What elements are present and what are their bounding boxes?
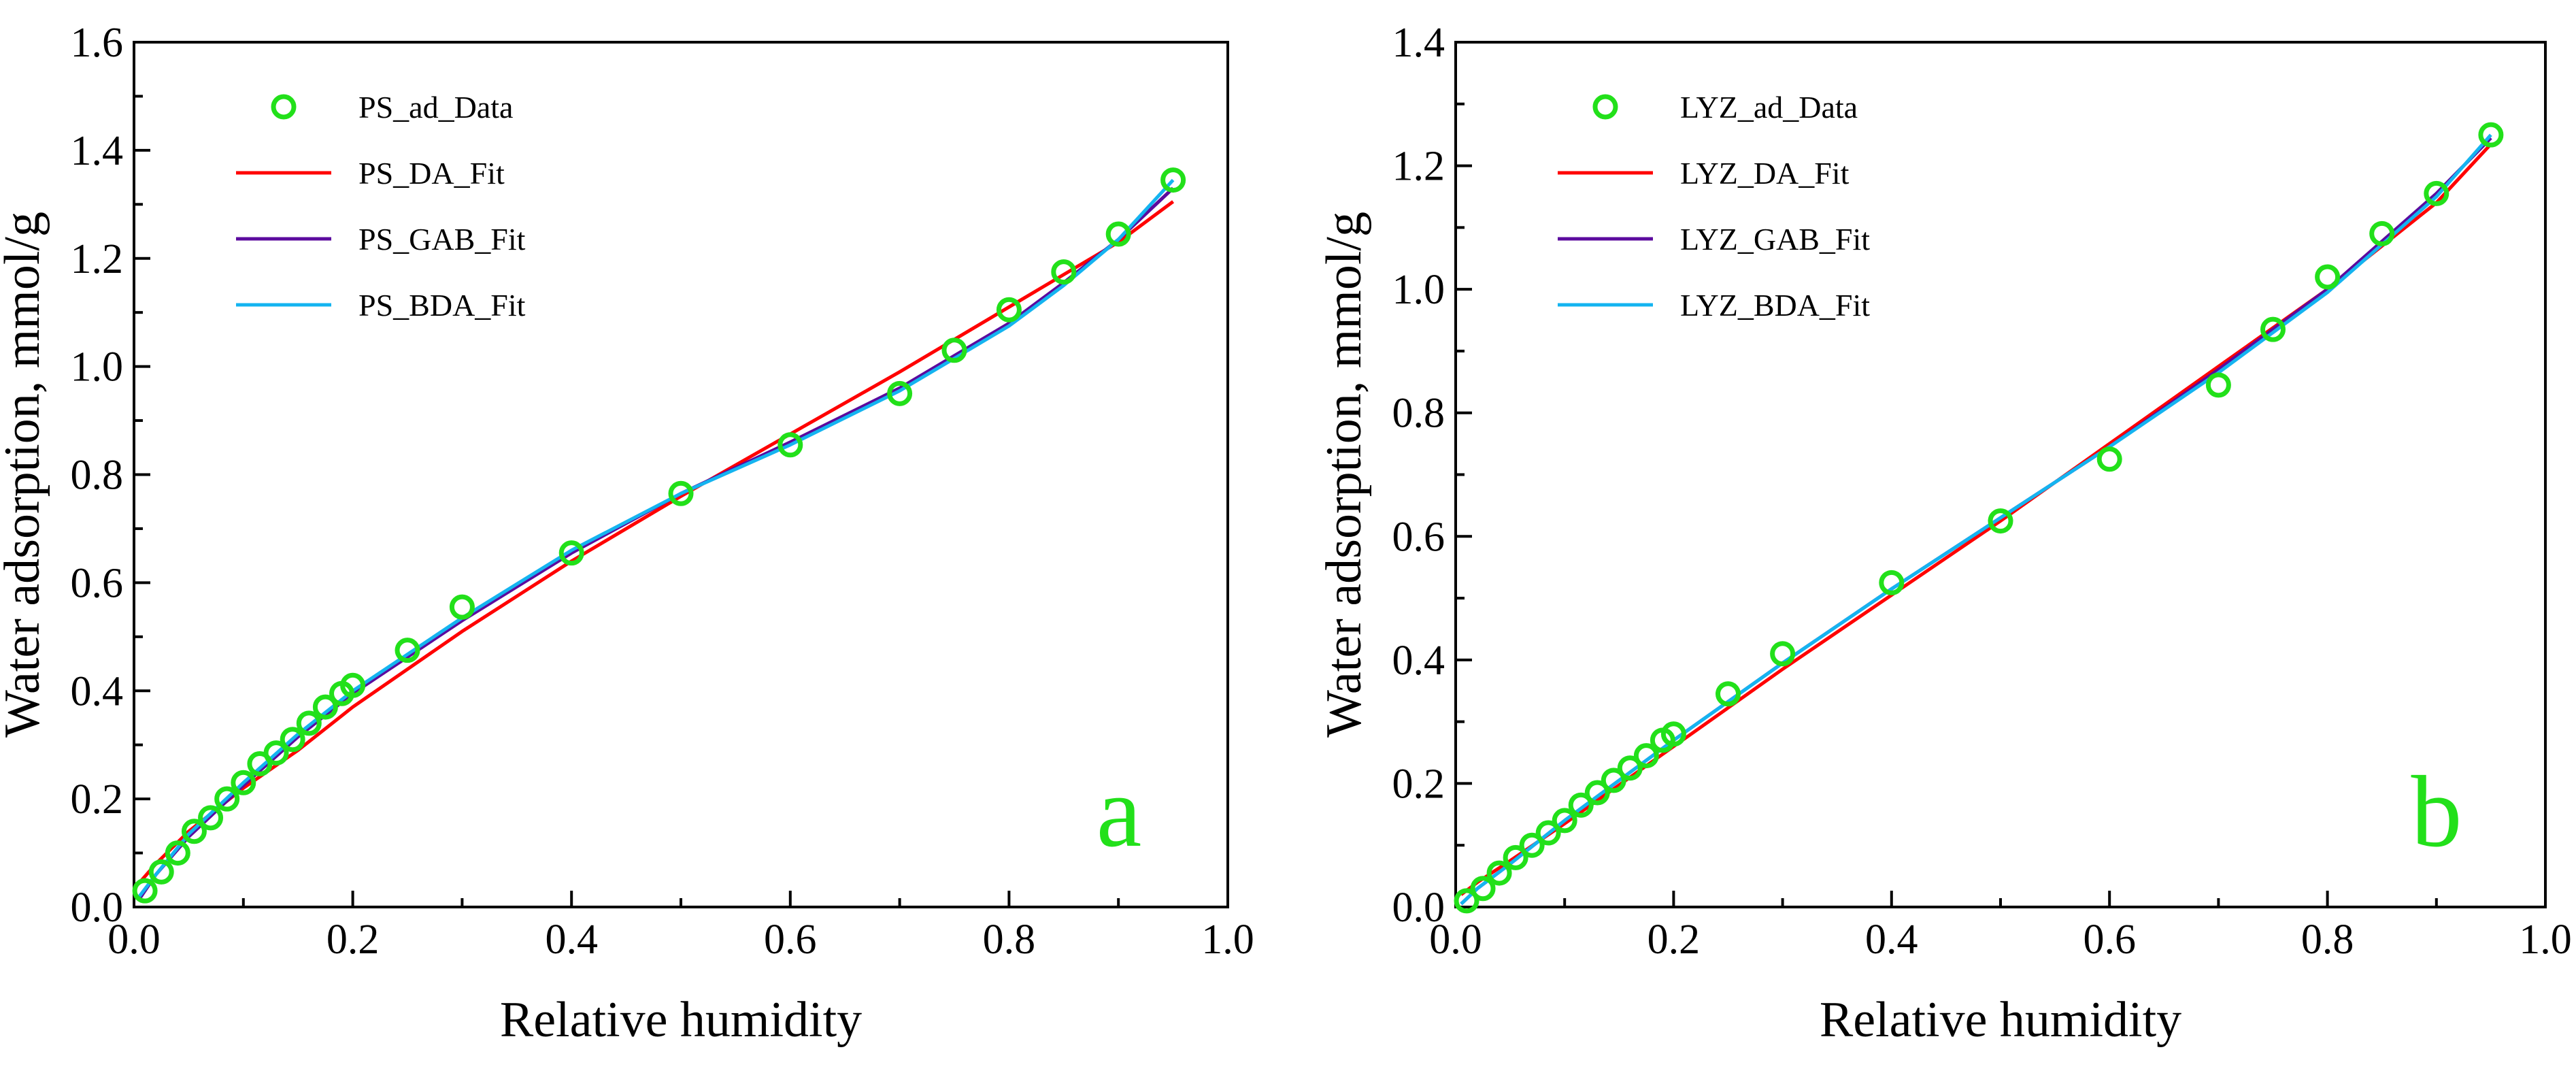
data-point — [1535, 820, 1561, 846]
data-point — [777, 432, 803, 458]
data-point — [132, 878, 158, 904]
data-point — [263, 740, 289, 766]
y-tick-label: 0.0 — [1392, 885, 1445, 931]
series-line-PS_BDA_Fit — [138, 178, 1175, 897]
x-tick-label: 1.0 — [1201, 917, 1254, 963]
data-point — [1160, 167, 1186, 193]
data-point — [941, 337, 967, 363]
data-point — [1633, 743, 1659, 769]
x-tick-label: 0.8 — [983, 917, 1036, 963]
y-tick-label: 0.8 — [1392, 391, 1445, 437]
x-tick-label: 0.8 — [2301, 917, 2354, 963]
data-point — [1503, 844, 1528, 870]
y-tick-label: 1.2 — [1392, 144, 1445, 190]
data-point — [1988, 508, 2013, 534]
x-tick-label: 1.0 — [2519, 917, 2572, 963]
y-axis-title: Water adsorption, mmol/g — [1316, 212, 1372, 738]
y-tick-label: 1.4 — [71, 128, 124, 174]
data-point — [1519, 832, 1545, 858]
data-point — [214, 786, 240, 812]
data-point — [148, 859, 174, 885]
x-tick-label: 0.2 — [1647, 917, 1701, 963]
data-point — [1660, 721, 1686, 747]
y-tick-label: 1.6 — [71, 20, 124, 66]
chart-panel-a: 0.0 0.2 0.4 0.6 0.8 1.0 0.0 0.2 0.4 0.6 0.8 1.0 1.2 1… — [0, 20, 1254, 1048]
legend-entry: PS_BDA_Fit — [358, 288, 526, 323]
data-point — [2369, 220, 2395, 246]
y-tick-label: 0.6 — [71, 560, 124, 606]
x-tick-label: 0.0 — [107, 917, 161, 963]
y-tick-label: 1.4 — [1392, 20, 1445, 66]
data-point — [1486, 860, 1512, 886]
data-point — [2478, 122, 2504, 148]
data-point — [1470, 876, 1496, 902]
y-tick-label: 0.4 — [1392, 638, 1445, 684]
panel-letter: a — [1097, 755, 1142, 868]
x-tick-label: 0.2 — [327, 917, 380, 963]
data-point — [231, 770, 256, 795]
legend-entry: LYZ_DA_Fit — [1680, 156, 1850, 191]
data-point — [2205, 372, 2231, 398]
legend-marker — [1592, 94, 1618, 120]
data-point — [340, 672, 366, 698]
data-point — [558, 540, 584, 566]
panel-letter: b — [2411, 755, 2462, 868]
legend-entry: LYZ_GAB_Fit — [1680, 222, 1870, 257]
data-point — [1601, 768, 1626, 793]
data-point — [181, 819, 207, 844]
data-point — [165, 840, 190, 866]
y-tick-label: 0.0 — [71, 885, 124, 931]
data-point — [296, 710, 322, 736]
data-point — [1568, 792, 1594, 818]
y-axis-title: Water adsorption, mmol/g — [0, 212, 50, 738]
y-tick-label: 1.2 — [71, 236, 124, 282]
data-point — [1552, 808, 1577, 834]
data-point — [1617, 755, 1643, 781]
data-point — [2096, 446, 2122, 472]
data-point — [668, 480, 694, 506]
data-point — [1716, 681, 1741, 707]
data-point — [280, 727, 305, 753]
y-tick-label: 0.2 — [71, 776, 124, 823]
series-line-PS_GAB_Fit — [137, 186, 1175, 900]
data-point — [2260, 316, 2286, 342]
y-tick-label: 1.0 — [1392, 267, 1445, 313]
legend-entry: LYZ_BDA_Fit — [1680, 288, 1870, 323]
data-point — [449, 594, 475, 620]
x-tick-label: 0.0 — [1429, 917, 1482, 963]
legend-entry: PS_GAB_Fit — [358, 222, 526, 257]
x-tick-label: 0.4 — [545, 917, 598, 963]
x-axis-title: Relative humidity — [1820, 992, 2181, 1048]
x-tick-label: 0.6 — [2083, 917, 2136, 963]
data-point — [1105, 221, 1131, 247]
data-point — [1051, 259, 1077, 285]
legend-marker — [271, 94, 297, 120]
data-point — [395, 638, 420, 663]
x-axis-title: Relative humidity — [500, 992, 862, 1048]
legend-entry: LYZ_ad_Data — [1680, 90, 1858, 125]
legend-entry: PS_DA_Fit — [358, 156, 505, 191]
data-point — [312, 694, 338, 720]
chart-panel-b: 0.0 0.2 0.4 0.6 0.8 1.0 0.0 0.2 0.4 0.6 0.8 1.0 1.2 1… — [1316, 20, 2572, 1048]
y-tick-label: 0.2 — [1392, 761, 1445, 807]
y-tick-label: 0.8 — [71, 452, 124, 499]
data-point — [2315, 264, 2341, 290]
x-tick-label: 0.4 — [1865, 917, 1918, 963]
data-point — [2424, 180, 2449, 206]
y-tick-label: 1.0 — [71, 344, 124, 391]
data-point — [1879, 570, 1905, 595]
y-tick-label: 0.6 — [1392, 514, 1445, 560]
data-point — [198, 805, 224, 831]
data-point — [1770, 641, 1796, 667]
x-tick-label: 0.6 — [764, 917, 817, 963]
y-tick-label: 0.4 — [71, 668, 124, 714]
data-point — [1454, 888, 1479, 914]
data-point — [887, 380, 913, 406]
legend-entry: PS_ad_Data — [358, 90, 513, 125]
data-point — [996, 297, 1022, 323]
data-point — [1584, 780, 1610, 806]
